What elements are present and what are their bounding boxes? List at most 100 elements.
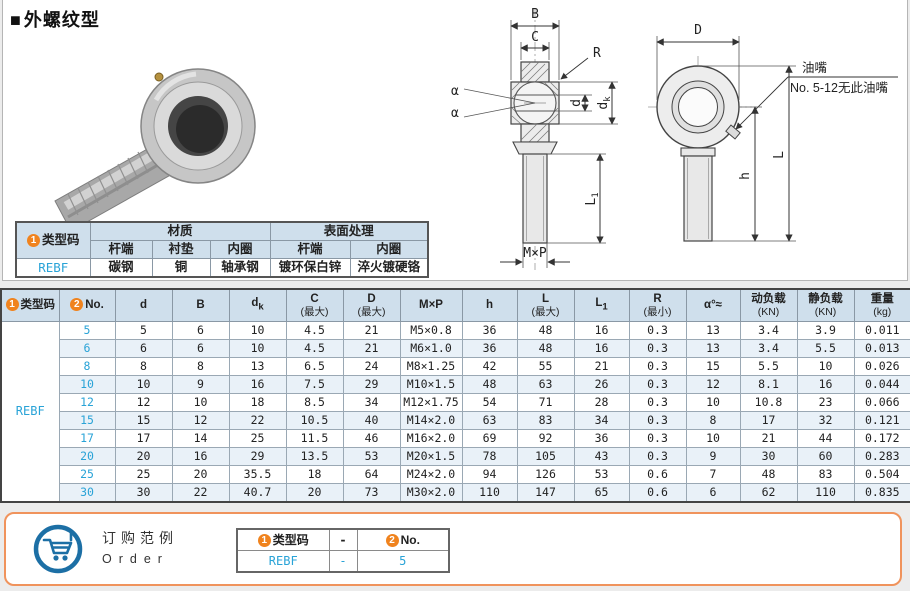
material-sub-header: 衬垫 bbox=[151, 240, 211, 259]
spec-value: 3.4 bbox=[739, 338, 798, 358]
spec-no-link[interactable]: 20 bbox=[58, 446, 116, 466]
spec-value: 22 bbox=[171, 482, 230, 502]
spec-value: 10.5 bbox=[285, 410, 344, 430]
spec-value: 13 bbox=[685, 338, 741, 358]
spec-value: 44 bbox=[796, 428, 855, 448]
spec-value: 6 bbox=[114, 338, 173, 358]
material-value: 镀环保白锌 bbox=[269, 258, 351, 278]
spec-value: 4.5 bbox=[285, 338, 344, 358]
spec-value: 40 bbox=[342, 410, 401, 430]
spec-value: 7 bbox=[685, 464, 741, 484]
material-table: 1 类型码 材质 表面处理 杆端 衬垫 内圈 杆端 内圈 REBF 碳钢 铜 轴承… bbox=[15, 221, 429, 278]
spec-no-link[interactable]: 8 bbox=[58, 356, 116, 376]
spec-value: 73 bbox=[342, 482, 401, 502]
spec-value: 42 bbox=[461, 356, 518, 376]
spec-value: 5 bbox=[114, 320, 173, 340]
spec-no-link[interactable]: 12 bbox=[58, 392, 116, 412]
side-section-drawing: B C R α α d dk L1 M×P bbox=[451, 7, 618, 270]
spec-value: 0.011 bbox=[853, 320, 910, 340]
spec-value: 17 bbox=[739, 410, 798, 430]
spec-value: 18 bbox=[285, 464, 344, 484]
spec-value: 6 bbox=[685, 482, 741, 502]
col-type-code: 1 类型码 bbox=[0, 288, 60, 322]
spec-no-link[interactable]: 17 bbox=[58, 428, 116, 448]
badge-1-icon: 1 bbox=[257, 534, 271, 547]
spec-value: 14 bbox=[171, 428, 230, 448]
spec-no-link[interactable]: 5 bbox=[58, 320, 116, 340]
spec-value: 28 bbox=[573, 392, 630, 412]
spec-value: 0.026 bbox=[853, 356, 910, 376]
spec-value: 0.504 bbox=[853, 464, 910, 484]
spec-value: M8×1.25 bbox=[399, 356, 463, 376]
spec-value: 6 bbox=[171, 338, 230, 358]
order-title-cn: 订购范例 bbox=[102, 530, 178, 546]
dim-label-D: D bbox=[694, 23, 702, 38]
spec-value: 7.5 bbox=[285, 374, 344, 394]
spec-no-link[interactable]: 15 bbox=[58, 410, 116, 430]
spec-value: 32 bbox=[796, 410, 855, 430]
spec-table-row: 6 6 6 10 4.5 21 M6×1.0 36 48 16 0.3 13 3.4 5.5 0.013 bbox=[1, 338, 910, 358]
spec-value: 126 bbox=[516, 464, 575, 484]
spec-value: 65 bbox=[573, 482, 630, 502]
spec-value: 3.9 bbox=[796, 320, 855, 340]
spec-no-link[interactable]: 10 bbox=[58, 374, 116, 394]
spec-value: 0.3 bbox=[628, 338, 687, 358]
spec-type-code[interactable]: REBF bbox=[0, 320, 60, 502]
spec-value: 10 bbox=[228, 338, 287, 358]
cart-icon bbox=[32, 523, 84, 580]
spec-value: 23 bbox=[796, 392, 855, 412]
spec-value: 0.3 bbox=[628, 374, 687, 394]
spec-value: 10 bbox=[114, 374, 173, 394]
dim-label-C: C bbox=[531, 30, 539, 45]
spec-no-link[interactable]: 6 bbox=[58, 338, 116, 358]
order-value-no: 5 bbox=[356, 550, 450, 573]
spec-no-link[interactable]: 30 bbox=[58, 482, 116, 502]
col-d: d bbox=[114, 288, 173, 322]
spec-value: 8.5 bbox=[285, 392, 344, 412]
grease-nipple-label: 油嘴 bbox=[802, 61, 828, 75]
spec-value: 21 bbox=[342, 320, 401, 340]
spec-value: 10 bbox=[685, 392, 741, 412]
spec-value: 13 bbox=[685, 320, 741, 340]
spec-table-row: 8 8 8 13 6.5 24 M8×1.25 42 55 21 0.3 15 5.5 10 0.026 bbox=[1, 356, 910, 376]
badge-1-icon: 1 bbox=[5, 298, 19, 312]
spec-value: 53 bbox=[573, 464, 630, 484]
order-col-type-code: 1 类型码 bbox=[236, 528, 330, 551]
spec-value: 0.3 bbox=[628, 410, 687, 430]
spec-value: 94 bbox=[461, 464, 518, 484]
spec-value: 40.7 bbox=[228, 482, 287, 502]
product-photo bbox=[54, 68, 256, 232]
spec-value: 8 bbox=[114, 356, 173, 376]
spec-value: 36 bbox=[461, 320, 518, 340]
spec-value: M16×2.0 bbox=[399, 428, 463, 448]
spec-value: 48 bbox=[461, 374, 518, 394]
spec-value: 110 bbox=[461, 482, 518, 502]
col-dynamic-load: 动负载 (KN) bbox=[739, 288, 798, 322]
spec-value: 6 bbox=[171, 320, 230, 340]
spec-value: M6×1.0 bbox=[399, 338, 463, 358]
spec-value: 8 bbox=[685, 410, 741, 430]
spec-value: 12 bbox=[685, 374, 741, 394]
dim-label-h: h bbox=[738, 172, 753, 180]
order-col-dash: - bbox=[328, 528, 358, 551]
spec-value: 20 bbox=[171, 464, 230, 484]
material-group-header: 材质 bbox=[89, 221, 271, 241]
col-R: R (最小) bbox=[628, 288, 687, 322]
col-L1: L1 bbox=[573, 288, 630, 322]
spec-no-link[interactable]: 25 bbox=[58, 464, 116, 484]
surface-group-header: 表面处理 bbox=[269, 221, 429, 241]
spec-value: 0.3 bbox=[628, 446, 687, 466]
material-sub-header: 杆端 bbox=[89, 240, 153, 259]
spec-value: 16 bbox=[171, 446, 230, 466]
spec-value: 63 bbox=[461, 410, 518, 430]
spec-value: 13.5 bbox=[285, 446, 344, 466]
col-L: L (最大) bbox=[516, 288, 575, 322]
spec-table-row: 17 17 14 25 11.5 46 M16×2.0 69 92 36 0.3 10 21 44 0.17… bbox=[1, 428, 910, 448]
front-view-drawing: D 油嘴 No. 5-12无此油嘴 h L bbox=[648, 23, 898, 242]
spec-value: 10 bbox=[796, 356, 855, 376]
spec-value: 9 bbox=[685, 446, 741, 466]
spec-value: M30×2.0 bbox=[399, 482, 463, 502]
spec-value: 55 bbox=[516, 356, 575, 376]
material-type-code[interactable]: REBF bbox=[15, 258, 91, 278]
spec-value: M20×1.5 bbox=[399, 446, 463, 466]
